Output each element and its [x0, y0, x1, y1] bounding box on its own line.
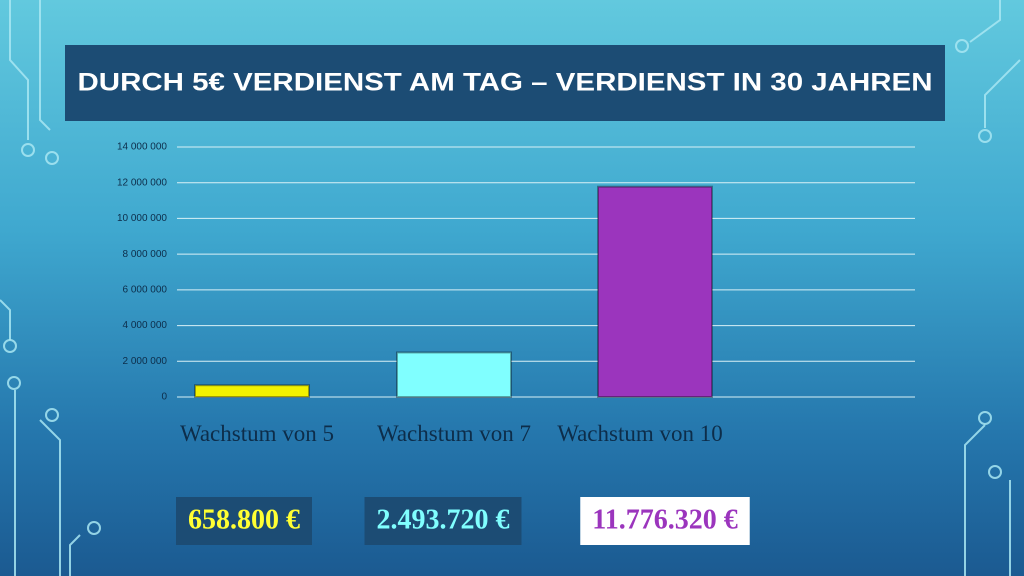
value-label: 11.776.320 €	[592, 504, 737, 535]
value-label: 2.493.720 €	[377, 504, 510, 535]
value-label-box	[580, 497, 750, 545]
bar	[194, 384, 310, 399]
y-tick-label: 8 000 000	[123, 249, 168, 260]
y-tick-label: 14 000 000	[117, 142, 167, 153]
y-tick-label: 6 000 000	[123, 284, 168, 295]
bar	[597, 185, 713, 398]
y-tick-label: 4 000 000	[123, 320, 168, 331]
x-tick-label: Wachstum von 5	[179, 421, 334, 446]
value-label-box	[176, 497, 312, 545]
value-label-box	[364, 497, 522, 545]
y-tick-label: 10 000 000	[117, 213, 167, 224]
y-tick-label: 0	[161, 392, 167, 403]
value-label: 658.800 €	[188, 504, 300, 535]
bar	[396, 351, 512, 399]
title-box	[65, 45, 945, 121]
x-tick-label: Wachstum von 10	[557, 421, 723, 446]
x-tick-label: Wachstum von 7	[376, 421, 531, 446]
y-tick-label: 2 000 000	[123, 356, 168, 367]
chart-title: DURCH 5€ VERDIENST AM TAG – VERDIENST IN…	[78, 69, 933, 97]
y-tick-label: 12 000 000	[117, 177, 167, 188]
